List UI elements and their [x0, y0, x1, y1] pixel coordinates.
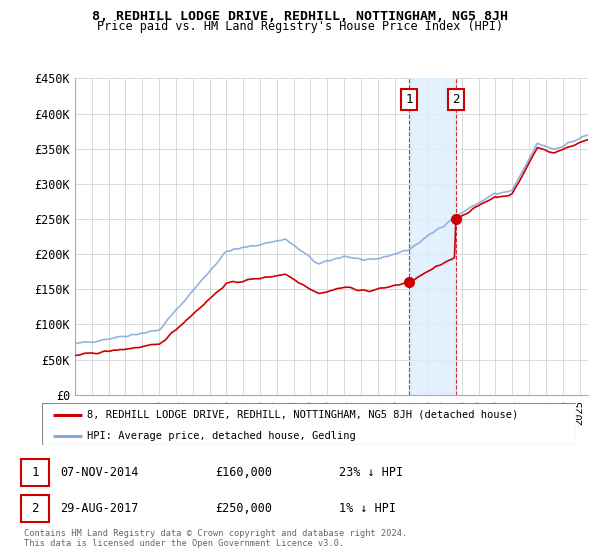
Text: 1% ↓ HPI: 1% ↓ HPI — [340, 502, 397, 515]
Text: 1: 1 — [31, 466, 38, 479]
Text: 8, REDHILL LODGE DRIVE, REDHILL, NOTTINGHAM, NG5 8JH (detached house): 8, REDHILL LODGE DRIVE, REDHILL, NOTTING… — [88, 410, 518, 420]
Text: 2: 2 — [31, 502, 38, 515]
Text: HPI: Average price, detached house, Gedling: HPI: Average price, detached house, Gedl… — [88, 431, 356, 441]
Text: 07-NOV-2014: 07-NOV-2014 — [60, 466, 139, 479]
Text: Contains HM Land Registry data © Crown copyright and database right 2024.: Contains HM Land Registry data © Crown c… — [24, 529, 407, 538]
Text: 29-AUG-2017: 29-AUG-2017 — [60, 502, 139, 515]
Bar — [409, 78, 456, 395]
Text: This data is licensed under the Open Government Licence v3.0.: This data is licensed under the Open Gov… — [24, 539, 344, 548]
Text: 8, REDHILL LODGE DRIVE, REDHILL, NOTTINGHAM, NG5 8JH: 8, REDHILL LODGE DRIVE, REDHILL, NOTTING… — [92, 10, 508, 22]
FancyBboxPatch shape — [21, 459, 49, 486]
Text: 1: 1 — [405, 93, 413, 106]
Text: 2: 2 — [452, 93, 460, 106]
Text: £250,000: £250,000 — [215, 502, 272, 515]
Text: £160,000: £160,000 — [215, 466, 272, 479]
Text: 23% ↓ HPI: 23% ↓ HPI — [340, 466, 404, 479]
FancyBboxPatch shape — [21, 495, 49, 521]
Text: Price paid vs. HM Land Registry's House Price Index (HPI): Price paid vs. HM Land Registry's House … — [97, 20, 503, 33]
